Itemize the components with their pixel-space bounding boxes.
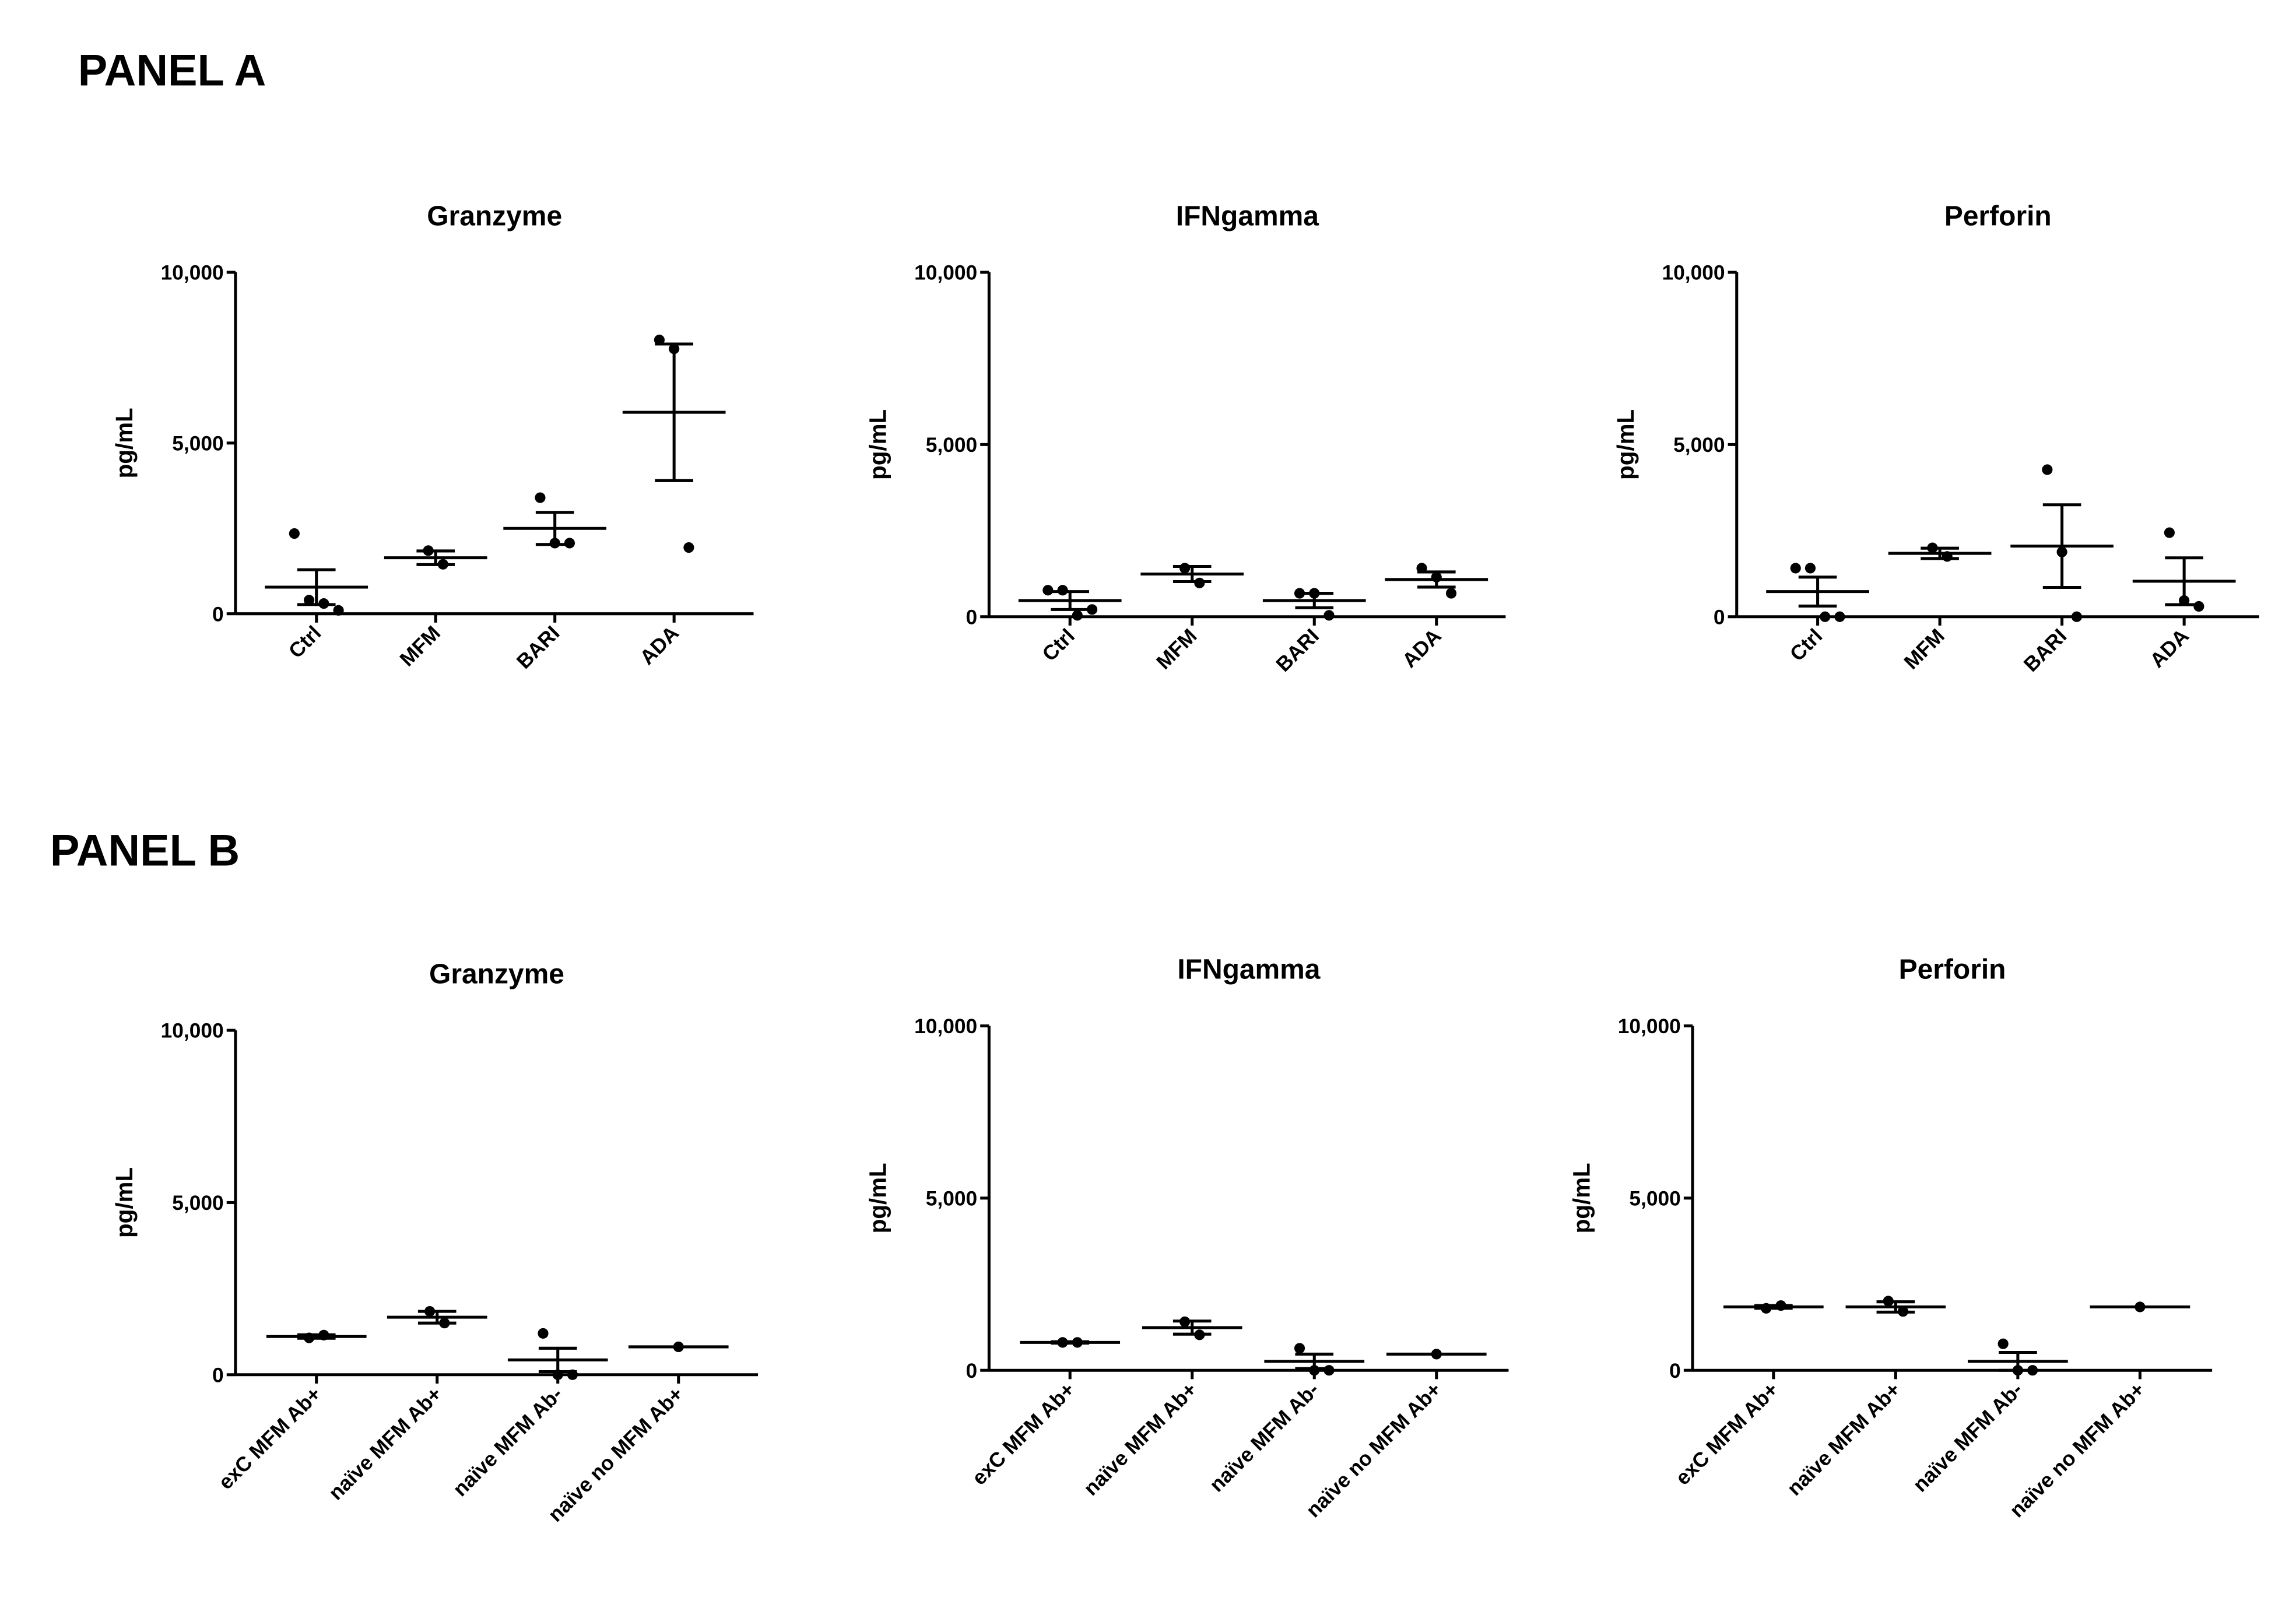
y-tick-label: 5,000 — [1673, 434, 1725, 457]
x-tick-label: exC MFM Ab+ — [214, 1382, 325, 1494]
y-tick-label: 10,000 — [1618, 1015, 1681, 1038]
y-axis-label: pg/mL — [111, 1167, 138, 1238]
x-tick-label: naïve MFM Ab+ — [324, 1382, 446, 1504]
x-tick-label: BARI — [2020, 624, 2072, 676]
y-tick-label: 10,000 — [914, 1015, 977, 1038]
data-point — [1323, 610, 1335, 621]
panel-title: PANEL A — [78, 45, 266, 95]
x-tick-label: BARI — [1272, 624, 1323, 676]
y-tick-label: 0 — [966, 606, 978, 629]
x-tick-label: Ctrl — [1786, 624, 1827, 666]
x-tick-label: Ctrl — [285, 622, 326, 663]
y-tick-label: 10,000 — [1662, 262, 1725, 285]
y-tick-label: 0 — [1714, 606, 1725, 629]
y-tick-label: 5,000 — [172, 432, 223, 455]
y-tick-label: 5,000 — [926, 1187, 977, 1210]
y-tick-label: 10,000 — [161, 1020, 224, 1043]
x-tick-label: naïve no MFM Ab+ — [1302, 1378, 1446, 1522]
x-tick-label: MFM — [1152, 624, 1201, 673]
chart-title: Granzyme — [427, 201, 562, 231]
chart-title: Granzyme — [429, 959, 564, 989]
y-tick-label: 5,000 — [1629, 1187, 1680, 1210]
data-point — [535, 492, 546, 503]
x-tick-label: naïve MFM Ab- — [1205, 1378, 1323, 1497]
data-point — [1042, 585, 1054, 596]
chart-title: IFNgamma — [1177, 954, 1320, 985]
y-tick-label: 5,000 — [172, 1192, 223, 1215]
y-axis-label: pg/mL — [1612, 409, 1639, 480]
x-tick-label: naïve no MFM Ab+ — [544, 1382, 688, 1526]
data-point — [1834, 611, 1845, 622]
y-tick-label: 0 — [966, 1360, 978, 1382]
data-point — [1820, 611, 1831, 622]
chart-title: Perforin — [1944, 201, 2052, 231]
x-tick-label: MFM — [1900, 624, 1949, 673]
y-tick-label: 5,000 — [926, 434, 977, 457]
data-point — [538, 1328, 549, 1339]
y-tick-label: 0 — [1669, 1360, 1681, 1382]
chart: IFNgamma pg/mL 0 5,000 10,000 Ctrl MFM BARI ADA — [865, 201, 1506, 676]
panel-title: PANEL B — [50, 826, 240, 875]
chart-title: IFNgamma — [1176, 201, 1319, 231]
data-point — [1086, 604, 1098, 615]
data-point — [2071, 611, 2082, 622]
data-point — [1997, 1338, 2009, 1349]
data-point — [1445, 588, 1457, 599]
y-tick-label: 10,000 — [914, 262, 977, 285]
x-tick-label: naïve MFM Ab+ — [1079, 1378, 1201, 1500]
data-point — [1072, 610, 1083, 621]
data-point — [2042, 464, 2053, 475]
x-tick-label: ADA — [636, 622, 683, 669]
x-tick-label: naïve MFM Ab+ — [1783, 1378, 1905, 1500]
data-point — [333, 605, 344, 616]
x-tick-label: naïve no MFM Ab+ — [2006, 1378, 2150, 1522]
chart: Granzyme pg/mL 0 5,000 10,000 Ctrl MFM BARI ADA — [111, 201, 754, 673]
data-point — [304, 595, 315, 606]
data-point — [683, 542, 694, 553]
y-tick-label: 0 — [212, 1364, 224, 1387]
chart: Perforin pg/mL 0 5,000 10,000 Ctrl MFM BARI ADA — [1612, 201, 2259, 676]
y-axis-label: pg/mL — [1568, 1163, 1595, 1233]
y-axis-label: pg/mL — [111, 408, 138, 478]
x-tick-label: naïve MFM Ab- — [449, 1382, 567, 1501]
data-point — [2193, 601, 2204, 612]
chart-title: Perforin — [1899, 954, 2006, 985]
y-tick-label: 0 — [212, 603, 224, 626]
x-tick-label: ADA — [2146, 624, 2193, 672]
data-point — [2164, 527, 2175, 538]
data-point — [1179, 563, 1191, 574]
y-axis-label: pg/mL — [865, 409, 891, 480]
x-tick-label: exC MFM Ab+ — [1671, 1378, 1782, 1490]
x-tick-label: exC MFM Ab+ — [968, 1378, 1079, 1490]
data-point — [1294, 1343, 1305, 1354]
y-axis-label: pg/mL — [865, 1163, 891, 1233]
data-point — [1323, 1365, 1335, 1376]
data-point — [1804, 563, 1816, 574]
data-point — [289, 528, 300, 539]
x-tick-label: naïve MFM Ab- — [1909, 1378, 2027, 1497]
x-tick-label: Ctrl — [1038, 624, 1079, 666]
x-tick-label: MFM — [396, 622, 445, 671]
y-tick-label: 10,000 — [161, 262, 224, 285]
x-tick-label: ADA — [1398, 624, 1446, 672]
data-point — [1790, 563, 1801, 574]
x-tick-label: BARI — [512, 622, 564, 673]
